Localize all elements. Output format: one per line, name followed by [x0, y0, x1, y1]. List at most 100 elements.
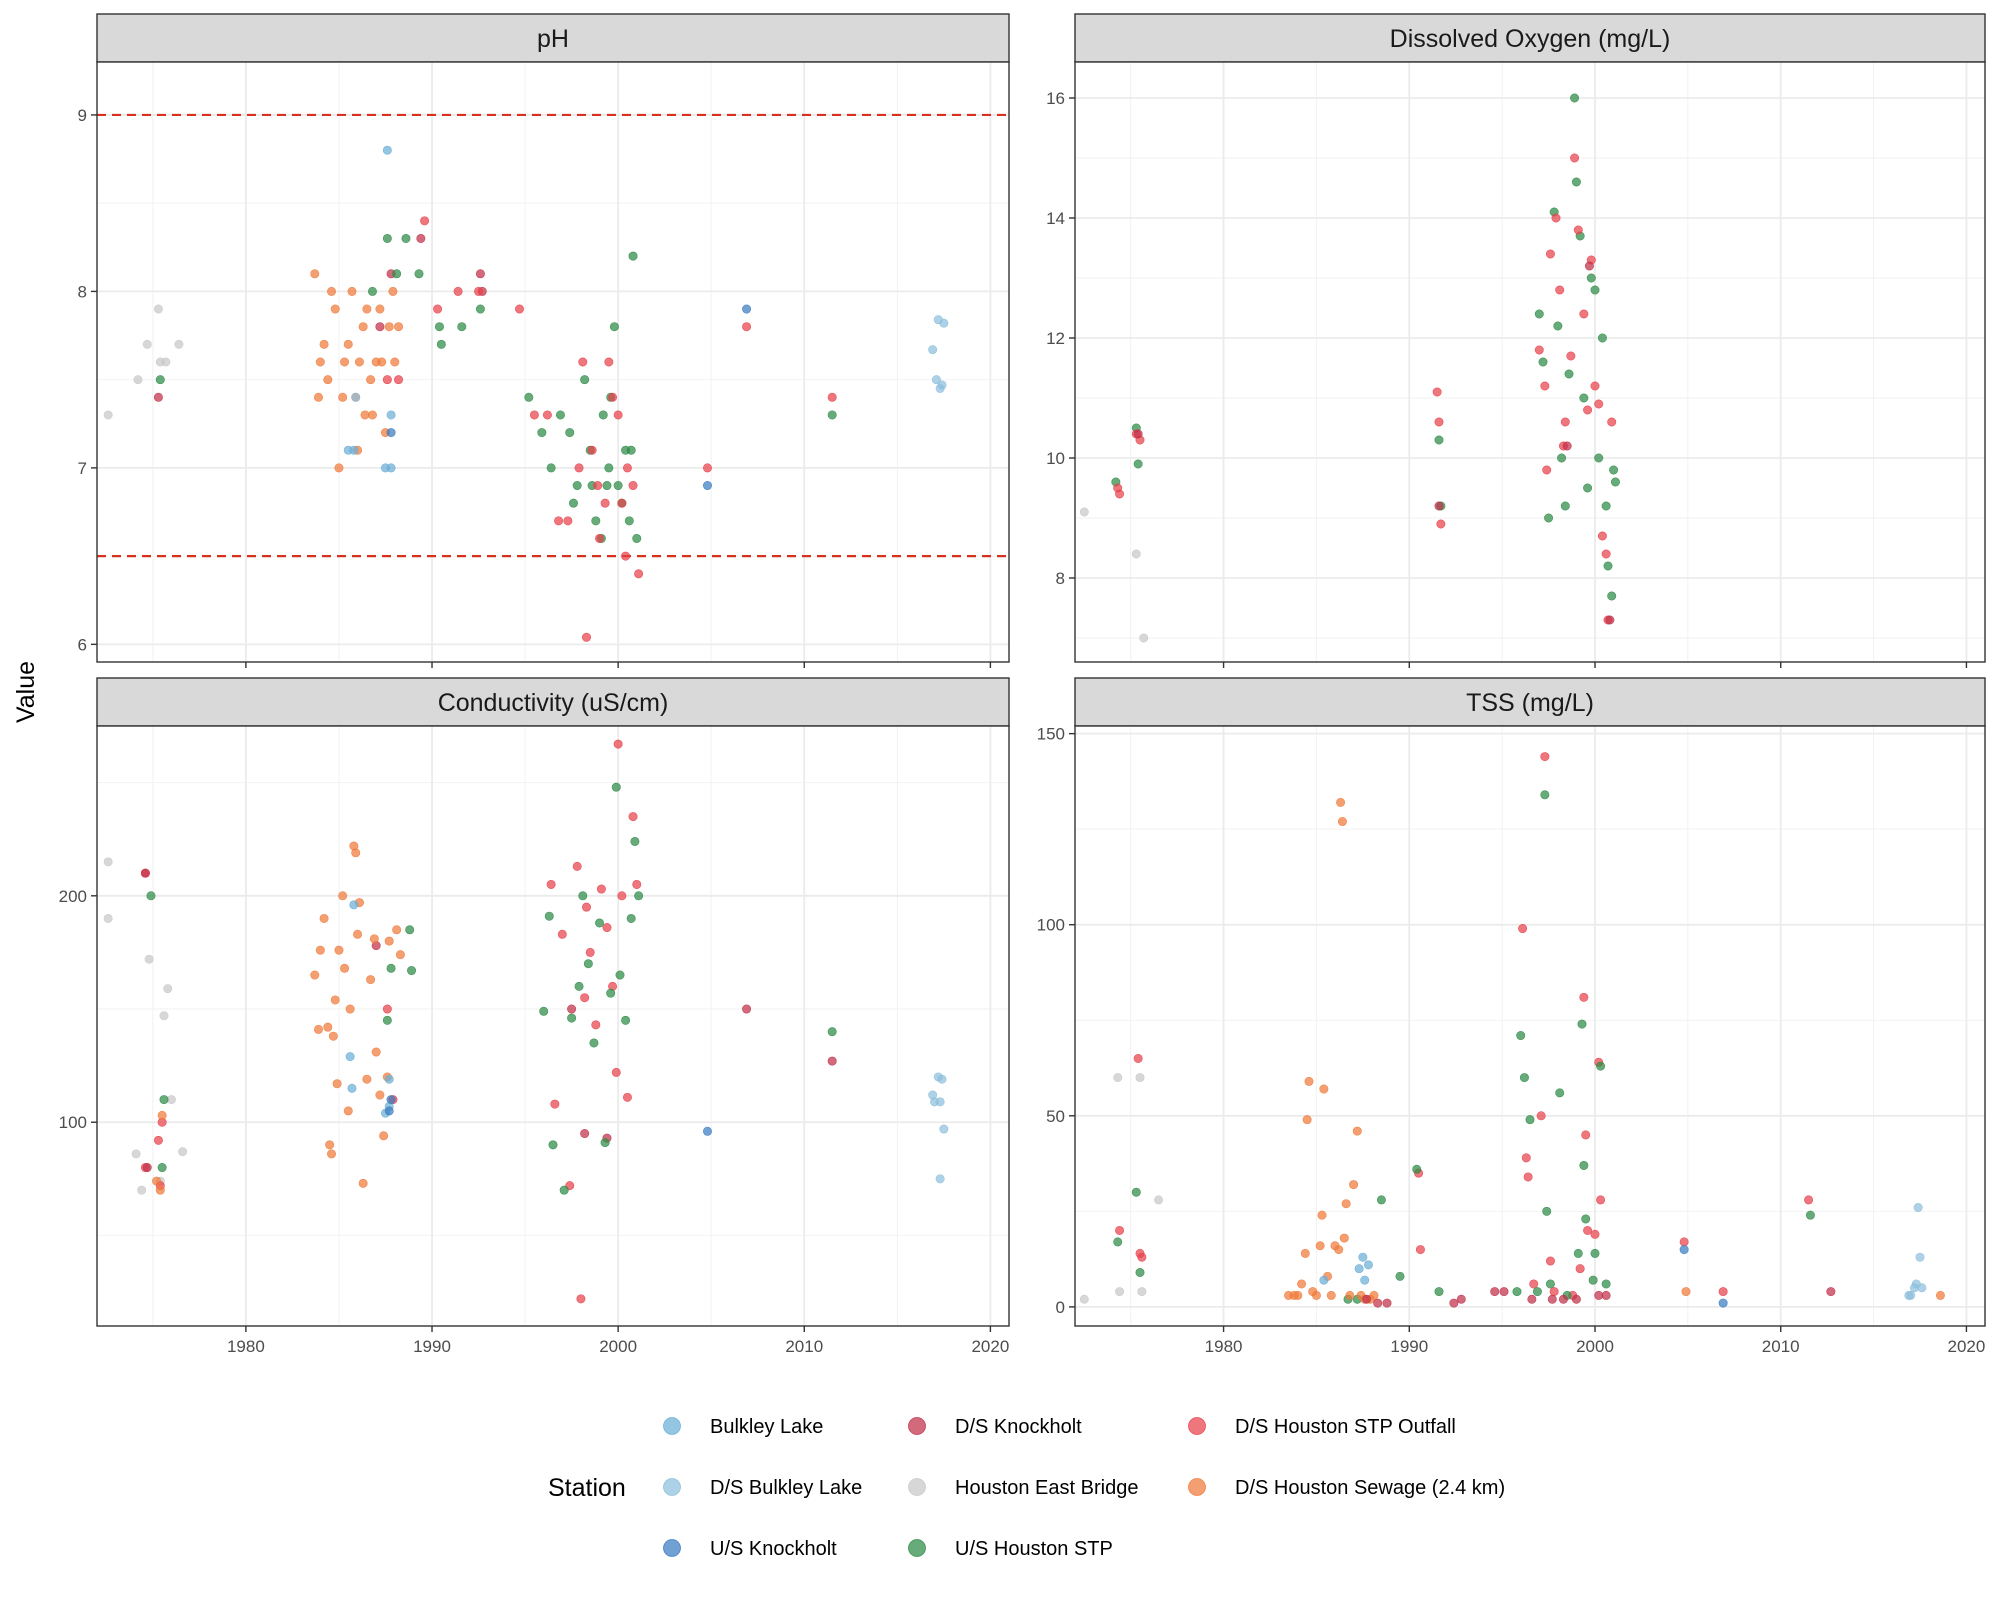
- data-point: [1583, 1225, 1593, 1235]
- data-point: [137, 1185, 147, 1195]
- data-point: [319, 913, 329, 923]
- data-point: [550, 1099, 560, 1109]
- data-point: [576, 1294, 586, 1304]
- data-point: [1560, 417, 1570, 427]
- data-point: [1826, 1287, 1836, 1297]
- data-point: [366, 375, 376, 385]
- data-point: [367, 410, 377, 420]
- data-point: [567, 1004, 577, 1014]
- data-point: [611, 1067, 621, 1077]
- data-point: [604, 463, 614, 473]
- data-point: [384, 322, 394, 332]
- data-point: [416, 233, 426, 243]
- series-u-s-knockholt: [386, 304, 752, 491]
- data-point: [1544, 513, 1554, 523]
- data-point: [1133, 429, 1143, 439]
- data-point: [1516, 1031, 1526, 1041]
- panel-background: [1075, 62, 1985, 662]
- series-u-s-knockholt: [1679, 1245, 1728, 1308]
- data-point: [827, 392, 837, 402]
- data-point: [595, 918, 605, 928]
- data-point: [935, 1097, 945, 1107]
- data-point: [1115, 1225, 1125, 1235]
- data-point: [1133, 459, 1143, 469]
- x-tick-label: 1980: [227, 1337, 265, 1356]
- data-point: [615, 970, 625, 980]
- data-point: [1581, 1130, 1591, 1140]
- data-point: [161, 357, 171, 367]
- data-point: [587, 445, 597, 455]
- data-point: [628, 481, 638, 491]
- data-point: [626, 445, 636, 455]
- legend-label: D/S Knockholt: [955, 1416, 1082, 1438]
- data-point: [1079, 1294, 1089, 1304]
- data-point: [1311, 1290, 1321, 1300]
- legend-label: D/S Houston STP Outfall: [1235, 1416, 1456, 1438]
- data-point: [524, 392, 534, 402]
- data-point: [1540, 381, 1550, 391]
- data-point: [1434, 435, 1444, 445]
- series-bulkley-lake: [1319, 1252, 1373, 1285]
- data-point: [563, 516, 573, 526]
- data-point: [133, 375, 143, 385]
- data-point: [1363, 1260, 1373, 1270]
- data-point: [602, 923, 612, 933]
- data-point: [609, 322, 619, 332]
- data-point: [174, 339, 184, 349]
- data-point: [338, 392, 348, 402]
- legend-item-d-s-knockholt: D/S Knockholt: [908, 1416, 1082, 1438]
- legend-key: [1188, 1417, 1206, 1435]
- series-bulkley-lake: [343, 145, 396, 473]
- data-point: [159, 1095, 169, 1105]
- data-point: [1300, 1248, 1310, 1258]
- data-point: [144, 954, 154, 964]
- legend-key: [908, 1539, 926, 1557]
- data-point: [345, 1004, 355, 1014]
- data-point: [1512, 1287, 1522, 1297]
- panel-border: [1074, 725, 1986, 1327]
- data-point: [375, 322, 385, 332]
- data-point: [1334, 1245, 1344, 1255]
- data-point: [702, 1126, 712, 1136]
- data-point: [595, 533, 605, 543]
- data-point: [593, 481, 603, 491]
- data-point: [1302, 1115, 1312, 1125]
- data-point: [608, 392, 618, 402]
- data-point: [931, 375, 941, 385]
- data-point: [1542, 1206, 1552, 1216]
- data-point: [153, 1135, 163, 1145]
- data-point: [580, 1129, 590, 1139]
- data-point: [1590, 285, 1600, 295]
- data-point: [1079, 507, 1089, 517]
- data-point: [146, 891, 156, 901]
- data-point: [628, 812, 638, 822]
- data-point: [1131, 549, 1141, 559]
- data-point: [325, 1140, 335, 1150]
- data-point: [157, 1110, 167, 1120]
- data-point: [1297, 1279, 1307, 1289]
- data-point: [617, 498, 627, 508]
- data-point: [159, 1011, 169, 1021]
- facet-strip: [96, 13, 1010, 63]
- data-point: [1913, 1203, 1923, 1213]
- data-point: [1137, 1287, 1147, 1297]
- data-point: [1336, 797, 1346, 807]
- data-point: [1601, 1279, 1611, 1289]
- data-point: [1557, 453, 1567, 463]
- data-point: [1412, 1164, 1422, 1174]
- data-point: [1434, 417, 1444, 427]
- data-point: [152, 1176, 162, 1186]
- data-point: [1596, 1195, 1606, 1205]
- facet-title: TSS (mg/L): [1466, 689, 1594, 717]
- data-point: [155, 1185, 165, 1195]
- data-point: [405, 925, 415, 935]
- data-point: [332, 1079, 342, 1089]
- y-tick-label: 8: [78, 282, 87, 301]
- data-point: [1545, 1279, 1555, 1289]
- data-point: [345, 1052, 355, 1062]
- data-point: [617, 891, 627, 901]
- data-point: [153, 392, 163, 402]
- data-point: [384, 1074, 394, 1084]
- panel-tss-mg-l: TSS (mg/L) 0 50 100 150 1980 1990 2000 2010 2020: [1037, 677, 1986, 1356]
- data-point: [1601, 1290, 1611, 1300]
